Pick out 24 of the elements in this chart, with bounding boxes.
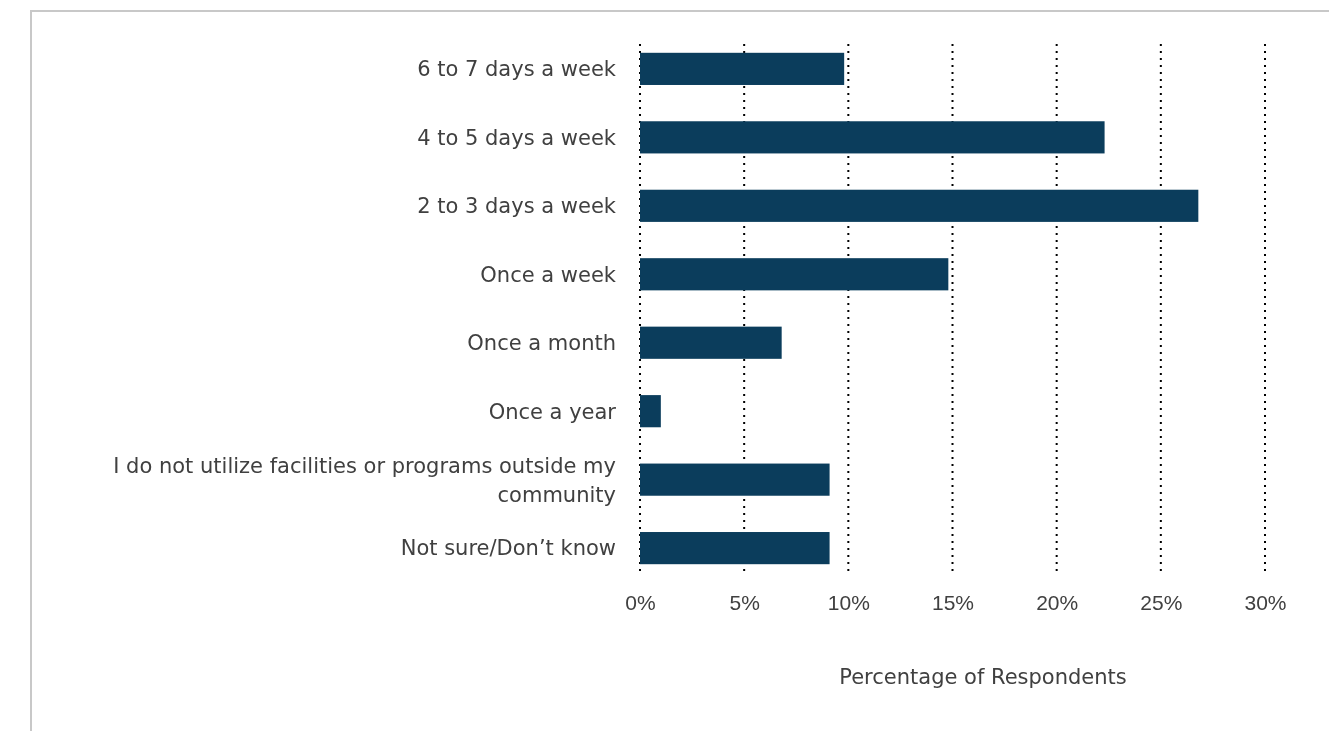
bar: [640, 258, 949, 291]
bar: [640, 326, 782, 359]
bar: [640, 463, 830, 496]
x-tick-label: 10%: [827, 590, 870, 614]
bar: [640, 395, 661, 428]
y-tick-label: Once a week: [480, 262, 617, 287]
x-tick-label: 30%: [1244, 590, 1287, 614]
bar: [640, 121, 1105, 154]
y-tick-label: 2 to 3 days a week: [417, 194, 617, 219]
bar: [640, 189, 1199, 222]
x-tick-label: 20%: [1036, 590, 1079, 614]
bar: [640, 532, 830, 565]
x-axis-title: Percentage of Respondents: [839, 665, 1127, 689]
x-tick-label: 5%: [729, 590, 760, 614]
x-tick-label: 0%: [625, 590, 656, 614]
y-tick-label: I do not utilize facilities or programs outside my community: [113, 453, 616, 507]
y-tick-label: Once a month: [467, 331, 616, 356]
y-tick-label: 4 to 5 days a week: [417, 125, 617, 150]
x-tick-label: 15%: [931, 590, 975, 614]
bar: [640, 52, 845, 85]
x-tick-label: 25%: [1140, 590, 1183, 614]
y-tick-label: Once a year: [488, 399, 617, 424]
y-tick-label: Not sure/Don’t know: [400, 536, 616, 561]
y-tick-label: 6 to 7 days a week: [417, 57, 617, 82]
